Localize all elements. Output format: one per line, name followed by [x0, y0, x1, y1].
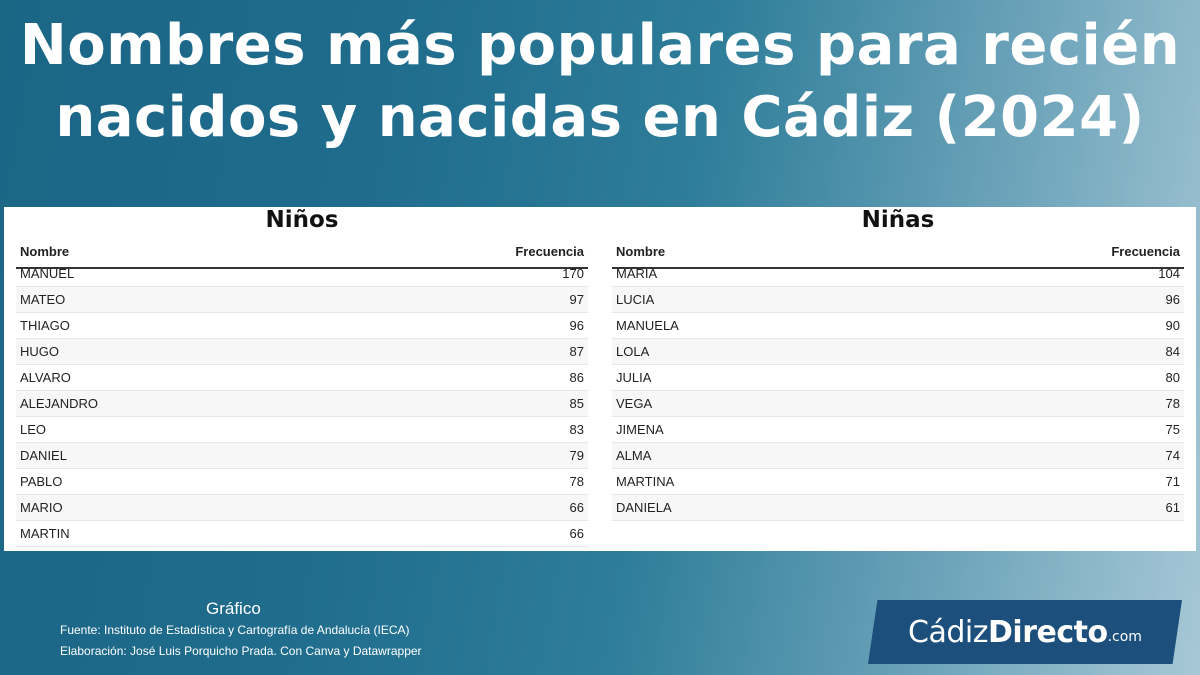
table-row: MARTINA 71: [612, 469, 1184, 495]
table-row: MARIA 104: [612, 261, 1184, 287]
row-frequency-cell: 90: [1165, 318, 1180, 333]
table-row: ALEJANDRO 85: [16, 391, 588, 417]
row-frequency-cell: 97: [569, 292, 584, 307]
tables-panel: Niños Nombre Frecuencia MANUEL 170 MATEO 97…: [4, 207, 1196, 551]
headline: Nombres más populares para recién nacido…: [0, 10, 1200, 154]
table-row: MANUELA 90: [612, 313, 1184, 339]
row-name-cell: JIMENA: [616, 422, 664, 437]
row-name-cell: MARIO: [20, 500, 63, 515]
row-name-cell: THIAGO: [20, 318, 70, 333]
row-frequency-cell: 83: [569, 422, 584, 437]
row-frequency-cell: 78: [569, 474, 584, 489]
table-row: ALMA 74: [612, 443, 1184, 469]
table-row: PABLO 78: [16, 469, 588, 495]
footer-source: Fuente: Instituto de Estadística y Carto…: [60, 623, 410, 637]
table-row: LOLA 84: [612, 339, 1184, 365]
girls-table-header: Nombre Frecuencia: [612, 233, 1184, 269]
girls-col-frequency-header: Frecuencia: [1111, 244, 1180, 259]
row-frequency-cell: 66: [569, 500, 584, 515]
logo-part-2: Directo: [988, 614, 1108, 650]
row-name-cell: DANIEL: [20, 448, 67, 463]
table-row: MARTIN 66: [16, 521, 588, 547]
row-name-cell: MATEO: [20, 292, 66, 307]
table-row: DANIEL 79: [16, 443, 588, 469]
table-row: THIAGO 96: [16, 313, 588, 339]
row-frequency-cell: 96: [569, 318, 584, 333]
row-name-cell: LEO: [20, 422, 47, 437]
row-frequency-cell: 86: [569, 370, 584, 385]
row-name-cell: JULIA: [616, 370, 652, 385]
boys-table-title: Niños: [265, 207, 339, 233]
row-frequency-cell: 78: [1165, 396, 1180, 411]
row-frequency-cell: 75: [1165, 422, 1180, 437]
row-frequency-cell: 79: [569, 448, 584, 463]
row-frequency-cell: 61: [1165, 500, 1180, 515]
row-name-cell: MANUELA: [616, 318, 679, 333]
table-row: ALVARO 86: [16, 365, 588, 391]
row-frequency-cell: 71: [1165, 474, 1180, 489]
boys-col-frequency-header: Frecuencia: [515, 244, 584, 259]
row-frequency-cell: 87: [569, 344, 584, 359]
table-row: MANUEL 170: [16, 261, 588, 287]
row-frequency-cell: 84: [1165, 344, 1180, 359]
footer-credits: Gráfico Fuente: Instituto de Estadística…: [60, 598, 422, 662]
row-name-cell: MARTINA: [616, 474, 675, 489]
row-name-cell: MARIA: [616, 266, 658, 281]
logo-part-3: .com: [1107, 629, 1142, 645]
footer-label: Gráfico: [206, 599, 261, 618]
row-frequency-cell: 96: [1165, 292, 1180, 307]
row-frequency-cell: 85: [569, 396, 584, 411]
table-row: DANIELA 61: [612, 495, 1184, 521]
table-row: LEO 83: [16, 417, 588, 443]
row-name-cell: LUCIA: [616, 292, 655, 307]
row-name-cell: DANIELA: [616, 500, 672, 515]
footer-credit: Elaboración: José Luis Porquicho Prada. …: [60, 644, 422, 658]
row-name-cell: MARTIN: [20, 526, 70, 541]
row-frequency-cell: 80: [1165, 370, 1180, 385]
table-row: JIMENA 75: [612, 417, 1184, 443]
row-frequency-cell: 104: [1158, 266, 1180, 281]
row-name-cell: HUGO: [20, 344, 59, 359]
logo-part-1: Cádiz: [908, 614, 989, 650]
girls-table-rows: MARIA 104 LUCIA 96 MANUELA 90 LOLA 84 JULIA 80 VEG…: [612, 261, 1184, 521]
row-name-cell: ALVARO: [20, 370, 71, 385]
girls-table-title: Niñas: [861, 207, 935, 233]
boys-col-name-header: Nombre: [20, 244, 70, 259]
row-frequency-cell: 170: [562, 266, 584, 281]
row-name-cell: PABLO: [20, 474, 63, 489]
row-frequency-cell: 66: [569, 526, 584, 541]
boys-table-header: Nombre Frecuencia: [16, 233, 588, 269]
row-name-cell: ALEJANDRO: [20, 396, 99, 411]
headline-line-2: nacidos y nacidas en Cádiz (2024): [55, 85, 1145, 150]
row-name-cell: VEGA: [616, 396, 653, 411]
table-row: JULIA 80: [612, 365, 1184, 391]
girls-col-name-header: Nombre: [616, 244, 666, 259]
table-row: HUGO 87: [16, 339, 588, 365]
table-row: LUCIA 96: [612, 287, 1184, 313]
row-name-cell: LOLA: [616, 344, 650, 359]
row-name-cell: ALMA: [616, 448, 652, 463]
table-row: MATEO 97: [16, 287, 588, 313]
row-frequency-cell: 74: [1165, 448, 1180, 463]
row-name-cell: MANUEL: [20, 266, 75, 281]
cadizdirecto-logo: Cádiz Directo .com: [868, 600, 1182, 664]
table-row: MARIO 66: [16, 495, 588, 521]
table-row: VEGA 78: [612, 391, 1184, 417]
headline-line-1: Nombres más populares para recién: [19, 13, 1181, 78]
boys-table-rows: MANUEL 170 MATEO 97 THIAGO 96 HUGO 87 ALVARO 86 AL…: [16, 261, 588, 547]
